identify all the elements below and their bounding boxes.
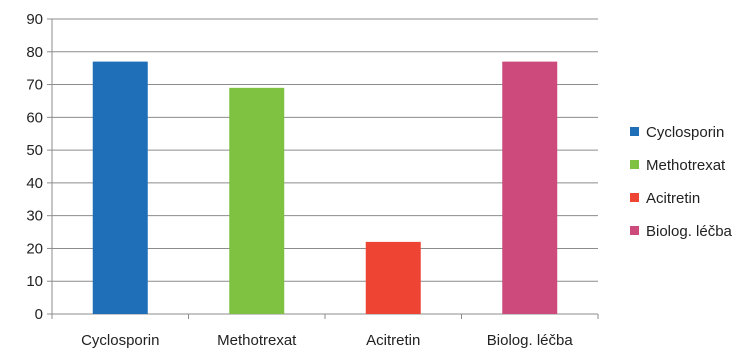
legend-label: Biolog. léčba [646, 223, 733, 240]
y-tick-label: 90 [26, 11, 43, 28]
legend-label: Methotrexat [646, 157, 726, 174]
legend-swatch [630, 193, 639, 202]
x-axis-labels: Cyclosporin Methotrexat Acitretin Biolog. l… [81, 332, 573, 349]
y-tick-label: 40 [26, 175, 43, 192]
y-tick-label: 80 [26, 44, 43, 61]
y-tick-label: 70 [26, 77, 43, 94]
y-axis-ticks: 0 10 20 30 40 50 60 70 80 90 [26, 11, 52, 323]
legend-swatch [630, 127, 639, 136]
y-tick-label: 10 [26, 273, 43, 290]
y-tick-label: 50 [26, 142, 43, 159]
y-tick-label: 30 [26, 208, 43, 225]
x-category-label: Biolog. léčba [487, 332, 574, 349]
legend-swatch [630, 226, 639, 235]
y-tick-label: 60 [26, 109, 43, 126]
x-category-label: Cyclosporin [81, 332, 159, 349]
legend-label: Cyclosporin [646, 124, 724, 141]
bar [502, 61, 558, 314]
y-tick-label: 20 [26, 240, 43, 257]
legend-label: Acitretin [646, 190, 700, 207]
bar [229, 87, 285, 314]
y-tick-label: 0 [35, 306, 43, 323]
legend-swatch [630, 160, 639, 169]
bar [92, 61, 148, 314]
bar [365, 241, 421, 314]
legend: Cyclosporin Methotrexat Acitretin Biolog. l… [630, 124, 733, 240]
bars [92, 61, 558, 314]
x-category-label: Methotrexat [217, 332, 297, 349]
x-category-label: Acitretin [366, 332, 420, 349]
